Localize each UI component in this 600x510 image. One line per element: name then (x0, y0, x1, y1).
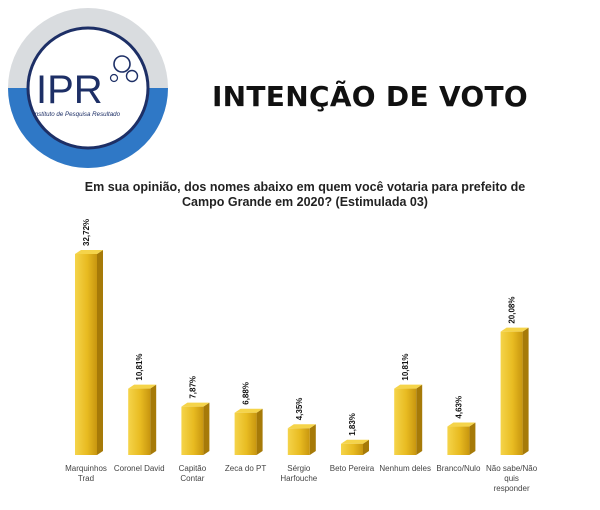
category-label: Zeca do PT (225, 464, 266, 473)
category-label: quis (504, 474, 519, 483)
logo-graphic: IPR Instituto de Pesquisa Resultado (8, 8, 168, 168)
bar-top (447, 422, 476, 427)
category-label: Harfouche (280, 474, 317, 483)
category-label: responder (494, 484, 530, 493)
bar (394, 388, 417, 455)
data-label: 10,81% (135, 353, 144, 380)
speech-bubble-icon (109, 55, 139, 83)
category-label: Não sabe/Não (486, 464, 538, 473)
bar-side (416, 384, 423, 455)
bar-side (522, 327, 529, 455)
bar-side (256, 408, 263, 455)
bar-top (394, 384, 423, 389)
bar-side (363, 439, 369, 455)
bar (287, 428, 310, 455)
logo-blue-arc (8, 88, 168, 168)
data-label: 4,63% (454, 396, 463, 419)
bar-side (469, 422, 476, 455)
data-label: 1,83% (348, 413, 357, 436)
bar-top (287, 424, 316, 429)
bar (181, 406, 204, 455)
bar-top (500, 327, 529, 332)
bar-top (234, 408, 263, 413)
bar (128, 388, 151, 455)
bar-top (75, 250, 103, 255)
category-label: Coronel David (114, 464, 165, 473)
bar-top (128, 384, 157, 389)
bar-side (203, 402, 210, 455)
bar (447, 426, 470, 455)
category-label: Branco/Nulo (436, 464, 481, 473)
bar (500, 331, 523, 455)
bar-side (150, 384, 157, 455)
logo: IPR Instituto de Pesquisa Resultado (0, 0, 175, 175)
category-label: Sérgio (287, 464, 311, 473)
category-label: Capitão (179, 464, 207, 473)
data-label: 32,72% (82, 219, 91, 246)
bar-top (181, 402, 210, 407)
bar-chart: 32,72% Marquinhos Trad 10,81% Coronel David 7… (0, 205, 600, 510)
data-label: 6,88% (242, 382, 251, 405)
bar (234, 412, 257, 455)
bar-side (97, 250, 103, 455)
logo-subtitle: Instituto de Pesquisa Resultado (33, 111, 121, 118)
category-label: Nenhum deles (379, 464, 431, 473)
bar-side (309, 424, 316, 455)
data-label: 20,08% (508, 297, 517, 324)
page-title: INTENÇÃO DE VOTO (211, 80, 529, 113)
data-label: 4,35% (295, 398, 304, 421)
bar (341, 443, 363, 455)
category-label: Trad (78, 474, 94, 483)
bar (75, 254, 97, 455)
data-label: 7,87% (188, 376, 197, 399)
chart-title: Em sua opinião, dos nomes abaixo em quem… (84, 180, 526, 209)
bar-top (341, 439, 369, 444)
data-label: 10,81% (401, 353, 410, 380)
category-label: Beto Pereira (330, 464, 375, 473)
category-label: Contar (180, 474, 204, 483)
category-label: Marquinhos (65, 464, 107, 473)
logo-text: IPR (36, 68, 103, 112)
logo-inner-ring (26, 26, 150, 150)
